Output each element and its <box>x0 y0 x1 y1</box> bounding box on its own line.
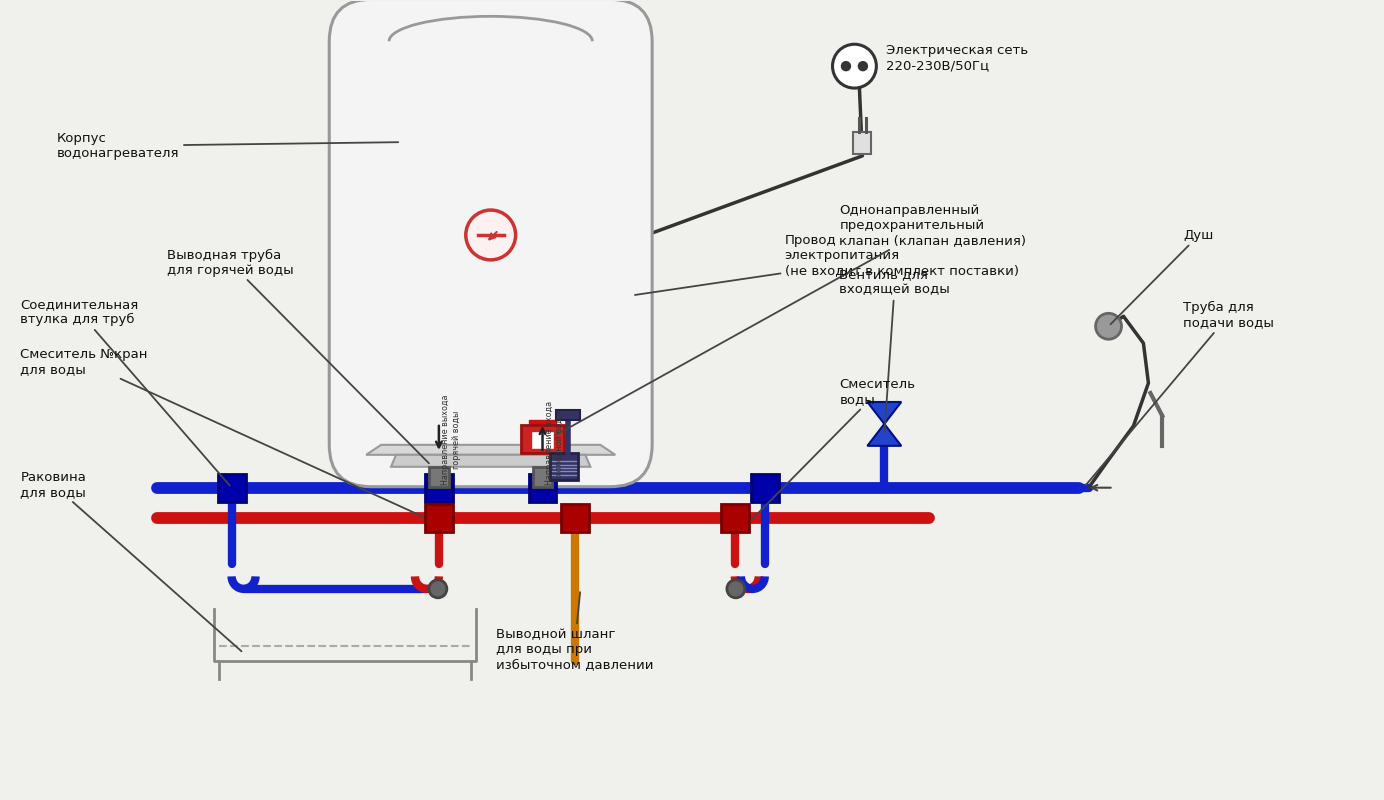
Text: Смеситель №кран
для воды: Смеситель №кран для воды <box>21 348 422 517</box>
Polygon shape <box>367 445 616 455</box>
Circle shape <box>727 580 745 598</box>
FancyBboxPatch shape <box>329 0 652 486</box>
FancyBboxPatch shape <box>721 504 749 531</box>
FancyBboxPatch shape <box>533 466 552 486</box>
Text: Направление входа
холодной воды: Направление входа холодной воды <box>545 401 565 486</box>
FancyBboxPatch shape <box>562 504 590 531</box>
FancyBboxPatch shape <box>529 474 556 502</box>
Text: Смеситель
воды: Смеситель воды <box>750 378 915 521</box>
Circle shape <box>841 62 850 70</box>
FancyBboxPatch shape <box>520 425 565 453</box>
Text: Провод
электропитания
(не входит в комплект поставки): Провод электропитания (не входит в компл… <box>635 234 1019 295</box>
Text: Соединительная
втулка для труб: Соединительная втулка для труб <box>21 298 230 486</box>
Polygon shape <box>868 424 901 446</box>
Polygon shape <box>392 455 591 466</box>
Text: Раковина
для воды: Раковина для воды <box>21 470 241 651</box>
Circle shape <box>1096 314 1121 339</box>
FancyBboxPatch shape <box>530 431 555 449</box>
Text: Вентиль для
входящей воды: Вентиль для входящей воды <box>840 269 951 432</box>
Text: Выводной шланг
для воды при
избыточном давлении: Выводной шланг для воды при избыточном д… <box>495 592 653 670</box>
Circle shape <box>858 62 868 70</box>
Text: Душ: Душ <box>1110 229 1214 324</box>
Circle shape <box>429 580 447 598</box>
FancyBboxPatch shape <box>750 474 779 502</box>
FancyBboxPatch shape <box>425 504 453 531</box>
Text: Однонаправленный
предохранительный
клапан (клапан давления): Однонаправленный предохранительный клапа… <box>555 204 1027 435</box>
FancyBboxPatch shape <box>429 466 448 486</box>
Text: Электрическая сеть
220-230В/50Гц: Электрическая сеть 220-230В/50Гц <box>886 44 1028 72</box>
Polygon shape <box>854 132 872 154</box>
Circle shape <box>833 44 876 88</box>
FancyBboxPatch shape <box>425 474 453 502</box>
FancyBboxPatch shape <box>217 474 245 502</box>
FancyBboxPatch shape <box>529 420 556 429</box>
Polygon shape <box>868 402 901 424</box>
Text: Направление выхода
горячей воды: Направление выхода горячей воды <box>441 394 461 486</box>
FancyBboxPatch shape <box>556 410 580 420</box>
FancyBboxPatch shape <box>551 453 579 480</box>
Text: Корпус
водонагревателя: Корпус водонагревателя <box>57 132 399 160</box>
Text: Труба для
подачи воды: Труба для подачи воды <box>1085 302 1275 486</box>
Circle shape <box>466 210 516 260</box>
Text: Выводная труба
для горячей воды: Выводная труба для горячей воды <box>167 249 429 463</box>
